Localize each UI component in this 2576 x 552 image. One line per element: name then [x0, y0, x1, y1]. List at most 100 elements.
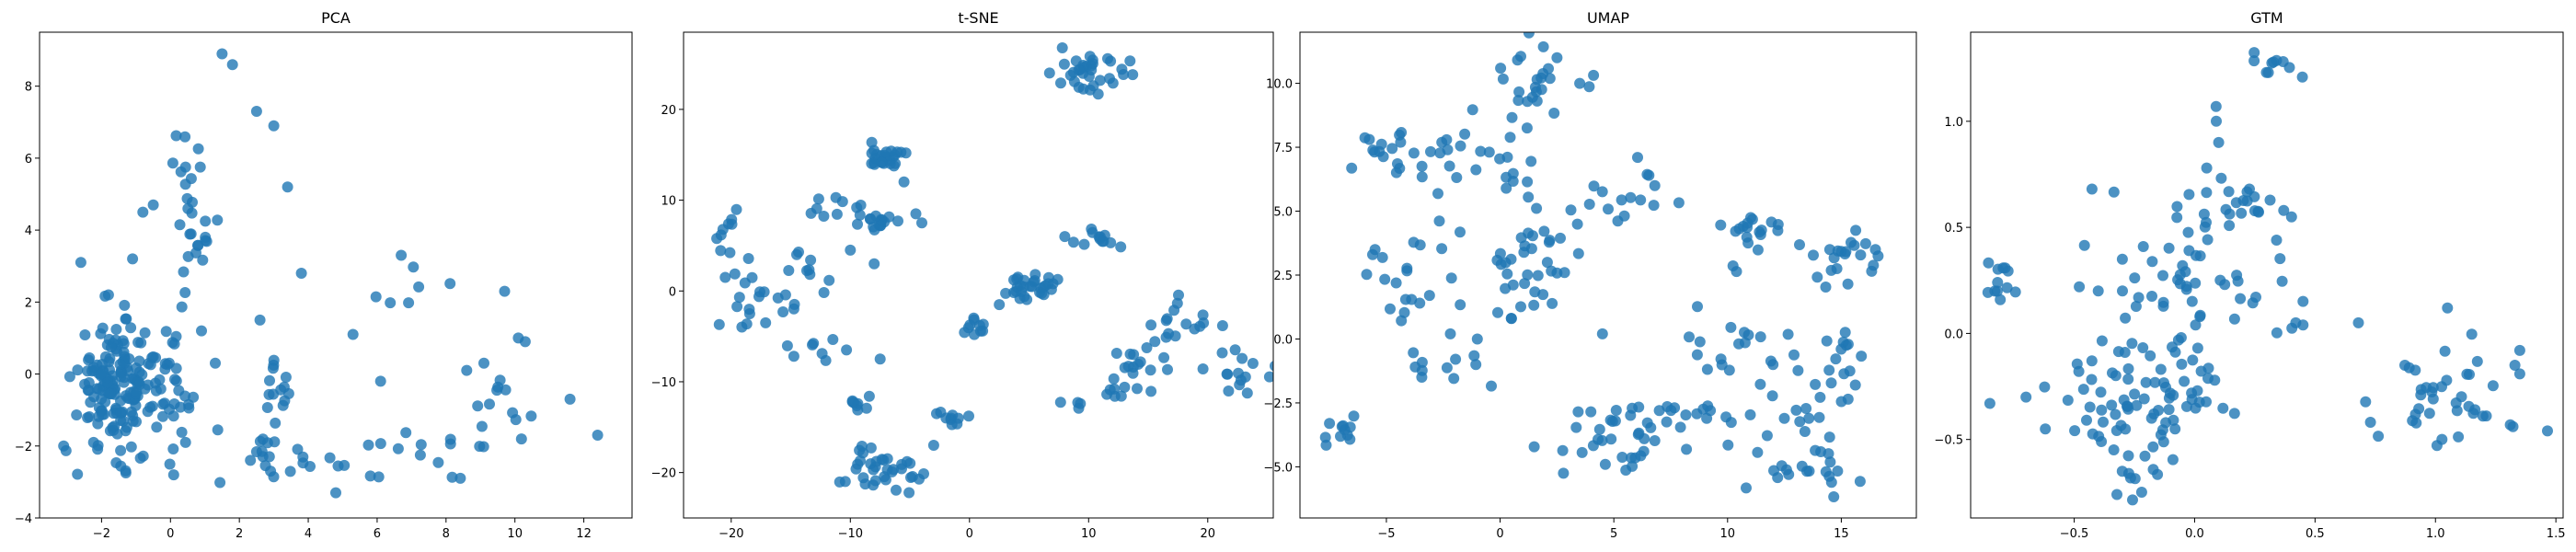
- scatter-point: [1408, 347, 1419, 358]
- scatter-point: [1551, 52, 1562, 63]
- scatter-point: [1409, 147, 1420, 158]
- scatter-point: [2211, 101, 2222, 112]
- scatter-point: [2215, 173, 2226, 184]
- scatter-point: [2190, 278, 2201, 289]
- gtm-x-tick-label: 1.5: [2547, 527, 2566, 541]
- scatter-point: [845, 245, 856, 256]
- scatter-point: [847, 396, 858, 407]
- scatter-point: [408, 261, 419, 272]
- scatter-point: [1673, 197, 1685, 208]
- scatter-point: [200, 215, 211, 226]
- scatter-point: [2074, 282, 2085, 293]
- scatter-point: [2467, 328, 2478, 339]
- scatter-point: [864, 391, 875, 402]
- scatter-point: [143, 406, 154, 417]
- gtm-y-tick-label: −0.5: [1934, 434, 1963, 448]
- scatter-point: [2085, 402, 2096, 413]
- pca-y-tick-label: 4: [25, 224, 32, 238]
- scatter-point: [2514, 345, 2525, 356]
- scatter-point: [1814, 392, 1825, 403]
- scatter-point: [789, 299, 800, 310]
- scatter-point: [177, 427, 188, 438]
- scatter-point: [1603, 203, 1614, 214]
- scatter-point: [1692, 301, 1703, 312]
- scatter-point: [1866, 266, 1877, 277]
- scatter-point: [264, 375, 275, 386]
- scatter-point: [1783, 328, 1794, 339]
- scatter-point: [184, 229, 195, 240]
- umap-x-tick-label: −5: [1377, 527, 1395, 541]
- scatter-point: [2469, 404, 2480, 415]
- scatter-point: [214, 477, 225, 489]
- scatter-point: [1528, 300, 1539, 311]
- scatter-point: [1145, 319, 1156, 330]
- scatter-point: [782, 340, 793, 351]
- scatter-point: [200, 232, 211, 243]
- scatter-point: [1015, 293, 1026, 305]
- scatter-point: [115, 415, 126, 426]
- scatter-point: [375, 438, 386, 449]
- scatter-point: [2248, 55, 2260, 66]
- scatter-point: [416, 439, 427, 450]
- scatter-point: [1555, 233, 1566, 244]
- scatter-point: [1845, 365, 1856, 376]
- scatter-point: [1145, 364, 1156, 375]
- scatter-point: [1593, 434, 1604, 445]
- scatter-point: [2117, 254, 2128, 265]
- scatter-point: [484, 398, 495, 409]
- scatter-point: [783, 265, 794, 276]
- scatter-point: [1692, 350, 1703, 361]
- scatter-point: [2087, 429, 2099, 440]
- scatter-point: [2202, 163, 2213, 174]
- scatter-point: [777, 306, 788, 317]
- scatter-point: [1451, 172, 1462, 183]
- scatter-point: [333, 461, 344, 472]
- scatter-point: [281, 372, 292, 383]
- scatter-point: [1446, 272, 1457, 283]
- scatter-point: [2087, 355, 2098, 366]
- scatter-point: [813, 193, 824, 204]
- scatter-point: [1754, 379, 1765, 390]
- scatter-point: [1695, 337, 1706, 348]
- scatter-point: [868, 259, 880, 270]
- scatter-point: [325, 453, 336, 464]
- scatter-point: [1506, 254, 1517, 265]
- scatter-point: [1626, 453, 1637, 464]
- scatter-point: [1236, 353, 1248, 364]
- scatter-point: [1508, 176, 1519, 187]
- scatter-point: [2020, 392, 2031, 403]
- scatter-point: [348, 329, 359, 340]
- scatter-point: [827, 334, 838, 345]
- scatter-point: [121, 390, 132, 401]
- scatter-point: [890, 150, 901, 161]
- scatter-point: [197, 255, 208, 266]
- pca-y-tick-label: 2: [25, 296, 32, 310]
- tsne-y-tick-label: 0: [669, 285, 676, 299]
- scatter-point: [1619, 211, 1630, 222]
- scatter-point: [2122, 404, 2133, 415]
- scatter-point: [1828, 491, 1839, 502]
- scatter-point: [2171, 201, 2182, 213]
- scatter-point: [888, 464, 899, 475]
- scatter-point: [1989, 285, 2000, 296]
- scatter-point: [193, 144, 204, 155]
- scatter-point: [1788, 350, 1800, 361]
- scatter-point: [2187, 354, 2198, 365]
- scatter-point: [1843, 339, 1854, 350]
- scatter-point: [1755, 229, 1766, 240]
- scatter-point: [400, 427, 411, 438]
- scatter-point: [2171, 212, 2182, 223]
- scatter-point: [1391, 278, 1402, 289]
- scatter-point: [841, 344, 852, 355]
- scatter-point: [1349, 410, 1360, 421]
- gtm-x-tick-label: 1.0: [2426, 527, 2445, 541]
- scatter-point: [2168, 390, 2179, 401]
- scatter-point: [1043, 278, 1054, 289]
- scatter-point: [2183, 227, 2194, 238]
- scatter-point: [1236, 374, 1247, 385]
- scatter-point: [1645, 422, 1656, 433]
- scatter-point: [183, 251, 194, 262]
- scatter-point: [868, 479, 879, 490]
- scatter-point: [1105, 56, 1116, 67]
- scatter-point: [2074, 366, 2085, 377]
